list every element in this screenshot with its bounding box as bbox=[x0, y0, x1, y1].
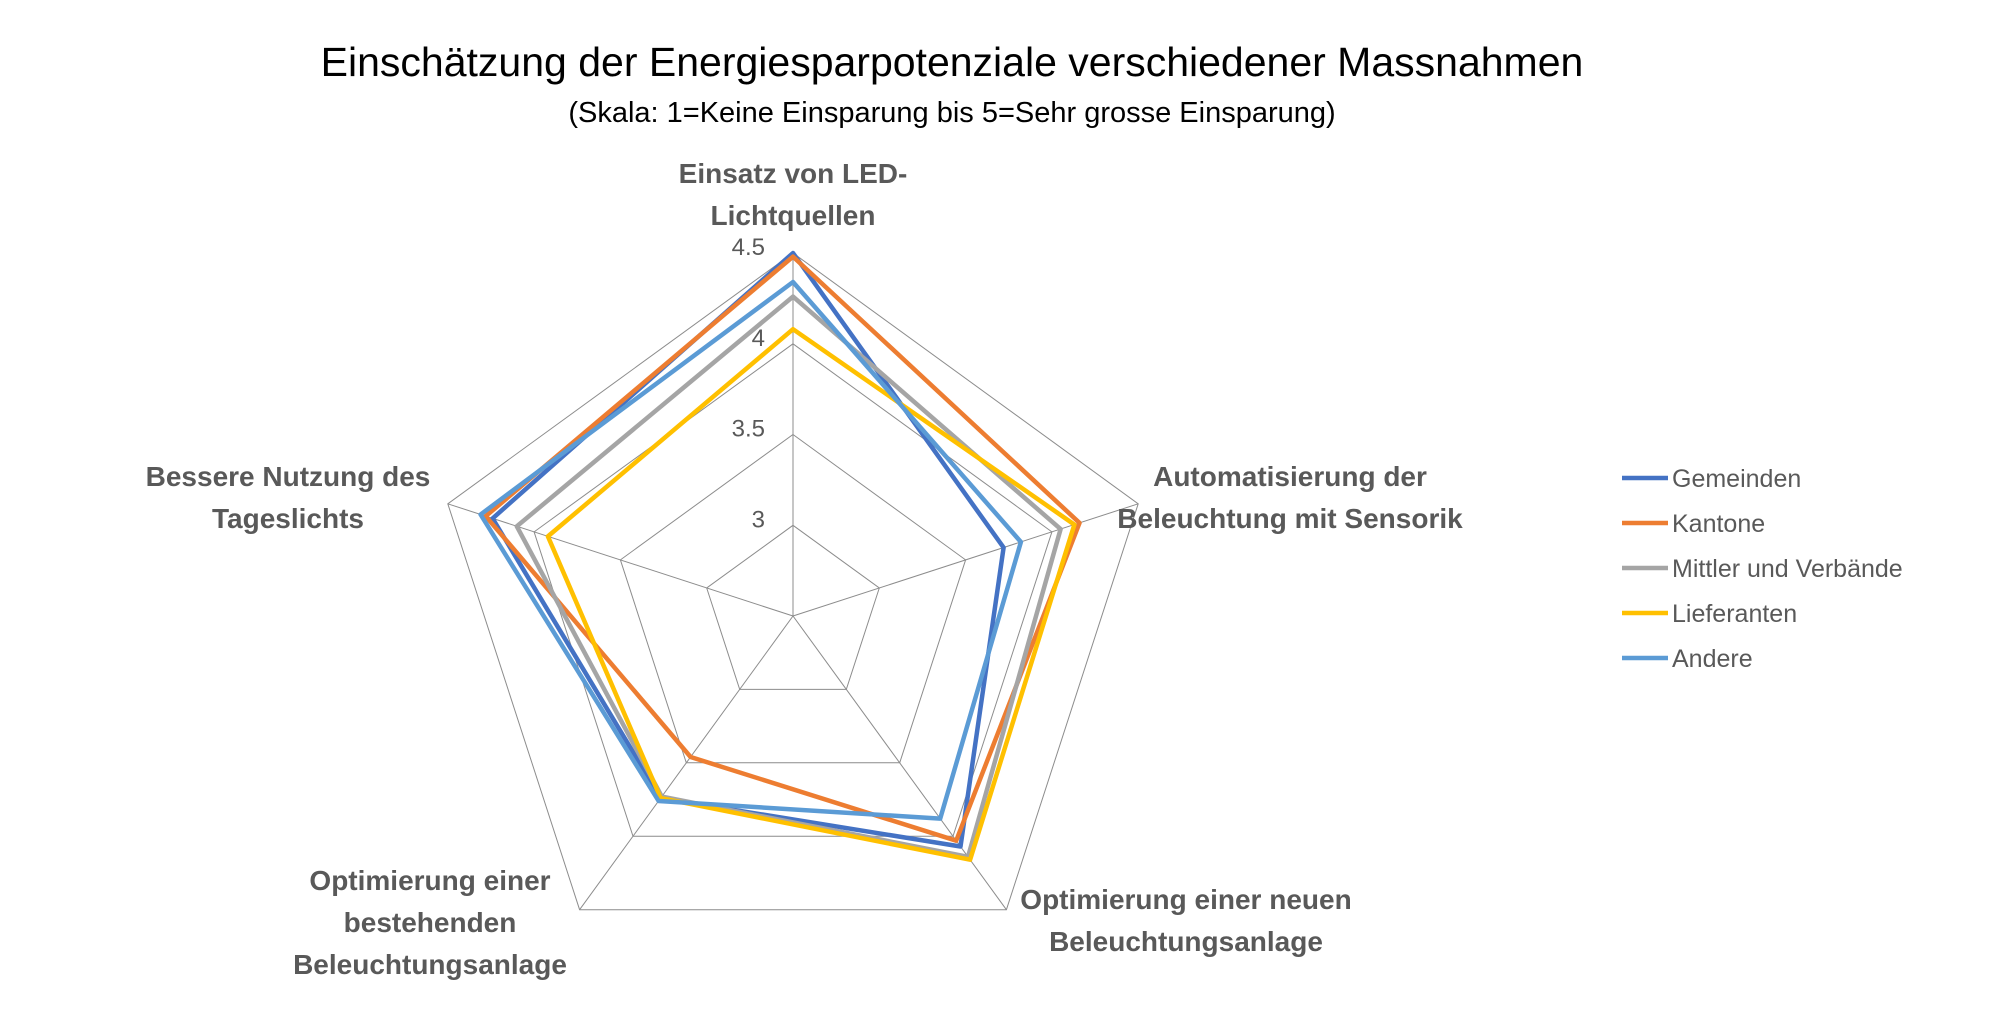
axis-label-1: Automatisierung der Beleuchtung mit Senso… bbox=[1117, 461, 1463, 534]
legend-label-3: Lieferanten bbox=[1672, 600, 1797, 628]
axis-label-4: Bessere Nutzung des Tageslichts bbox=[146, 461, 431, 534]
tick-label-0: 3 bbox=[752, 506, 765, 533]
tick-label-2: 4 bbox=[752, 325, 765, 352]
grid-ring-0 bbox=[706, 524, 880, 690]
axis-label-3: Optimierung einer bestehenden Beleuchtungs… bbox=[293, 865, 567, 980]
radar-axis-labels: Einsatz von LED- Lichtquellen Automatisier… bbox=[146, 158, 1463, 980]
axis-label-0-line-1: Lichtquellen bbox=[711, 200, 876, 231]
axis-label-2-line-0: Optimierung einer neuen bbox=[1020, 884, 1351, 915]
series-line-kantone bbox=[483, 254, 1082, 843]
legend-label-1: Kantone bbox=[1672, 510, 1765, 538]
axis-label-2: Optimierung einer neuen Beleuchtungsanlag… bbox=[1020, 884, 1351, 957]
axis-label-0: Einsatz von LED- Lichtquellen bbox=[679, 158, 908, 231]
axis-label-4-line-0: Bessere Nutzung des bbox=[146, 461, 431, 492]
grid-spoke-1 bbox=[792, 503, 1139, 617]
axis-label-1-line-1: Beleuchtung mit Sensorik bbox=[1117, 503, 1463, 534]
axis-label-2-line-1: Beleuchtungsanlage bbox=[1049, 926, 1323, 957]
radar-tick-labels: 3 3.5 4 4.5 bbox=[732, 234, 765, 533]
radar-grid bbox=[447, 252, 1139, 911]
tick-label-3: 4.5 bbox=[732, 234, 765, 261]
legend-label-2: Mittler und Verbände bbox=[1672, 555, 1903, 583]
legend-label-4: Andere bbox=[1672, 645, 1753, 673]
series-line-andere bbox=[478, 279, 1024, 821]
chart-subtitle: (Skala: 1=Keine Einsparung bis 5=Sehr gr… bbox=[568, 97, 1335, 129]
chart-title: Einschätzung der Energiesparpotenziale v… bbox=[321, 39, 1584, 85]
radar-series bbox=[478, 250, 1082, 862]
tick-label-1: 3.5 bbox=[732, 416, 765, 443]
axis-label-4-line-1: Tageslichts bbox=[212, 503, 364, 534]
grid-spoke-4 bbox=[447, 503, 794, 617]
series-line-gemeinden bbox=[490, 250, 1006, 849]
axis-label-3-line-1: bestehenden bbox=[344, 907, 517, 938]
axis-label-1-line-0: Automatisierung der bbox=[1153, 461, 1427, 492]
chart-legend: Gemeinden Kantone Mittler und Verbände Lief… bbox=[1622, 465, 1903, 673]
grid-ring-1 bbox=[619, 433, 967, 764]
legend-label-0: Gemeinden bbox=[1672, 465, 1801, 493]
grid-spoke-3 bbox=[579, 615, 794, 910]
axis-label-0-line-0: Einsatz von LED- bbox=[679, 158, 908, 189]
grid-ring-3 bbox=[447, 252, 1139, 911]
series-line-mittler-und-verb-nde bbox=[514, 294, 1063, 860]
series-line-lieferanten bbox=[545, 326, 1077, 862]
axis-label-3-line-0: Optimierung einer bbox=[309, 865, 550, 896]
grid-ring-2 bbox=[533, 343, 1053, 837]
axis-label-3-line-2: Beleuchtungsanlage bbox=[293, 949, 567, 980]
